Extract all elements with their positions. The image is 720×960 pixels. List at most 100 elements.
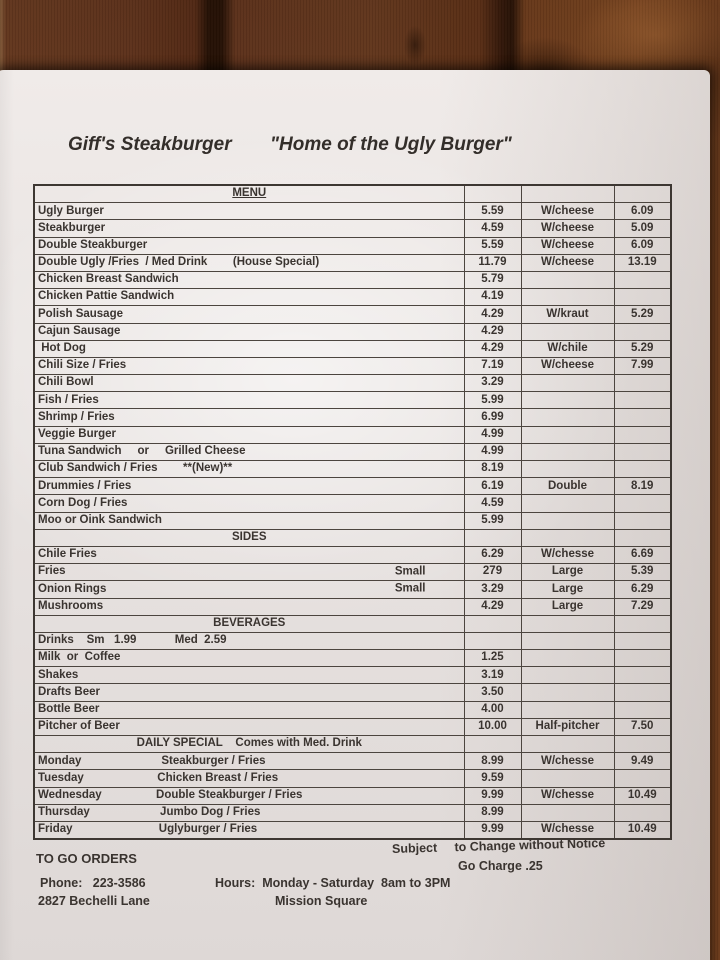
option-label-cell (520, 288, 615, 307)
option-label-cell (520, 631, 615, 651)
price-cell: 5.99 (463, 391, 522, 410)
section-label-cell: DAILY SPECIAL Comes with Med. Drink (33, 734, 465, 754)
menu-item-row: Chili Size / Fries 7.19 W/cheese 7.99 (33, 356, 672, 376)
restaurant-tagline: "Home of the Ugly Burger" (270, 134, 512, 155)
option-label-cell (520, 374, 615, 393)
size-label: Small (394, 565, 426, 578)
menu-item-row: Friday Uglyburger / Fries 9.99 W/chesse 10.… (33, 820, 672, 840)
location-name: Mission Square (275, 894, 368, 908)
menu-item-row: Chili Bowl 3.29 (33, 374, 672, 393)
option-label-cell (520, 700, 615, 719)
price-cell: 6.99 (463, 408, 522, 427)
option-price-cell: 13.19 (613, 253, 672, 272)
item-name: Milk or Coffee (38, 651, 121, 664)
hours: Hours: Monday - Saturday 8am to 3PM (215, 876, 451, 890)
menu-item-row: Club Sandwich / Fries **(New)** 8.19 (33, 459, 672, 479)
section-label: DAILY SPECIAL Comes with Med. Drink (136, 737, 362, 750)
price-cell: 4.29 (463, 339, 522, 358)
price-cell: 3.50 (463, 683, 522, 702)
option-price-cell: 9.49 (613, 752, 672, 771)
option-price-cell: 7.29 (613, 597, 672, 616)
option-price-cell (613, 184, 672, 204)
item-name: Monday Steakburger / Fries (38, 754, 266, 767)
option-label-cell: W/cheese (520, 253, 615, 272)
option-label-cell: W/chesse (520, 786, 615, 805)
item-name-cell: Mushrooms (33, 597, 465, 616)
option-price-cell (613, 425, 672, 444)
item-name: Fish / Fries (38, 393, 99, 406)
price-cell: 6.29 (463, 545, 522, 565)
item-name: Corn Dog / Fries (38, 496, 128, 509)
item-name: Friday Uglyburger / Fries (38, 823, 258, 836)
option-price-cell (613, 442, 672, 462)
option-price-cell (613, 631, 672, 651)
option-label-cell (520, 442, 615, 462)
item-name-cell: Double Steakburger (33, 236, 465, 255)
option-price-cell (613, 666, 672, 685)
go-charge-note: Go Charge .25 (458, 859, 543, 873)
option-price-cell (613, 683, 672, 702)
item-name: Bottle Beer (38, 702, 100, 715)
price-cell: 1.25 (463, 649, 522, 668)
menu-item-row: Steakburger 4.59 W/cheese 5.09 (33, 219, 672, 238)
item-name: Hot Dog (38, 342, 86, 355)
item-name: Double Steakburger (38, 238, 148, 251)
section-label-cell: MENU (33, 184, 465, 204)
price-cell: 5.79 (463, 270, 522, 290)
price-cell (463, 614, 522, 633)
menu-item-row: Onion Rings Small 3.29 Large 6.29 (33, 580, 672, 599)
item-name: Cajun Sausage (38, 324, 121, 337)
item-name-cell: Pitcher of Beer (33, 717, 465, 737)
item-name: Moo or Oink Sandwich (38, 513, 162, 526)
price-cell: 5.99 (463, 511, 522, 530)
price-cell: 6.19 (463, 477, 522, 496)
option-label-cell: W/chile (520, 339, 615, 358)
option-price-cell (613, 322, 672, 341)
item-name-cell: Corn Dog / Fries (33, 494, 465, 513)
item-name: Shakes (38, 668, 79, 681)
option-label-cell: W/cheese (520, 236, 615, 255)
option-label-cell (520, 391, 615, 410)
menu-item-row: Monday Steakburger / Fries 8.99 W/chesse 9.… (33, 752, 672, 771)
item-name-cell: Chili Bowl (33, 374, 465, 393)
item-name: Thursday Jumbo Dog / Fries (38, 806, 261, 819)
phone-number: Phone: 223-3586 (40, 876, 146, 890)
item-name-cell: Drafts Beer (33, 683, 465, 702)
price-cell: 9.59 (463, 769, 522, 788)
option-price-cell (613, 459, 672, 479)
item-name-cell: Thursday Jumbo Dog / Fries (33, 803, 465, 822)
item-name-cell: Chile Fries (33, 545, 465, 565)
menu-item-row: Shakes 3.19 (33, 666, 672, 685)
option-label-cell: Double (520, 477, 615, 496)
menu-item-row: Drafts Beer 3.50 (33, 683, 672, 702)
option-price-cell: 6.69 (613, 545, 672, 565)
size-label: Small (394, 582, 426, 595)
option-label-cell: Half-pitcher (520, 717, 615, 737)
item-name: Tuesday Chicken Breast / Fries (38, 771, 279, 784)
item-name-cell: Fish / Fries (33, 391, 465, 410)
item-name-cell: Chicken Pattie Sandwich (33, 288, 465, 307)
menu-item-row: Fish / Fries 5.99 (33, 391, 672, 410)
option-label-cell (520, 408, 615, 427)
menu-section-row: DAILY SPECIAL Comes with Med. Drink (33, 734, 672, 754)
menu-item-row: Milk or Coffee 1.25 (33, 649, 672, 668)
option-label-cell: Large (520, 563, 615, 582)
price-cell (463, 734, 522, 754)
section-label: BEVERAGES (213, 617, 286, 630)
item-name: Veggie Burger (38, 427, 116, 440)
price-cell: 8.19 (463, 459, 522, 479)
option-price-cell (613, 803, 672, 822)
menu-item-row: Tuna Sandwich or Grilled Cheese 4.99 (33, 442, 672, 462)
item-name: Onion Rings (38, 582, 107, 595)
menu-item-row: Double Steakburger 5.59 W/cheese 6.09 (33, 236, 672, 255)
item-name-cell: Drinks Sm 1.99 Med 2.59 (33, 631, 465, 651)
menu-item-row: Fries Small 279 Large 5.39 (33, 563, 672, 582)
item-name-cell: Drummies / Fries (33, 477, 465, 496)
price-cell: 4.19 (463, 288, 522, 307)
price-cell: 4.00 (463, 700, 522, 719)
menu-sheet: Giff's Steakburger "Home of the Ugly Bur… (0, 70, 710, 960)
item-name-cell: Club Sandwich / Fries **(New)** (33, 459, 465, 479)
option-label-cell (520, 683, 615, 702)
price-cell: 279 (463, 563, 522, 582)
price-cell: 4.99 (463, 425, 522, 444)
